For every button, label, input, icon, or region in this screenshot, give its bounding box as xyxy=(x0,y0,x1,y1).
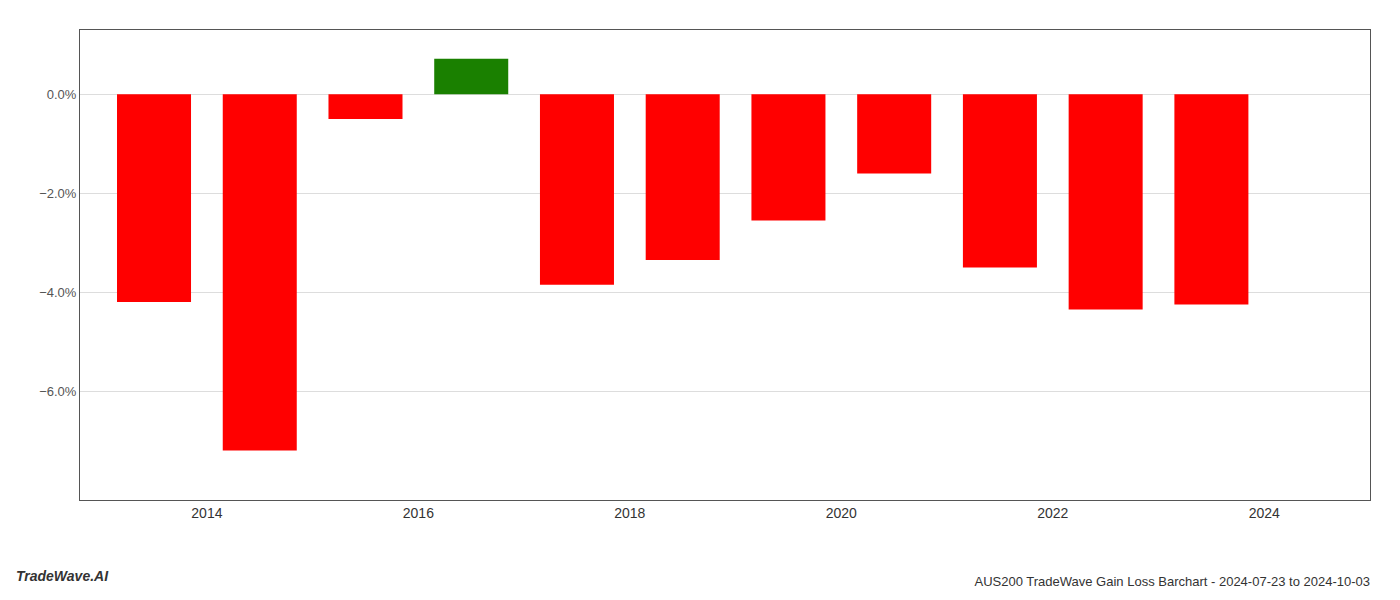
svg-text:0.0%: 0.0% xyxy=(47,87,77,102)
svg-text:AUS200 TradeWave Gain Loss Bar: AUS200 TradeWave Gain Loss Barchart - 20… xyxy=(974,574,1370,589)
svg-text:2020: 2020 xyxy=(826,505,857,521)
svg-text:2016: 2016 xyxy=(403,505,434,521)
svg-text:2024: 2024 xyxy=(1249,505,1280,521)
svg-text:−6.0%: −6.0% xyxy=(39,384,77,399)
svg-text:−2.0%: −2.0% xyxy=(39,186,77,201)
svg-text:2018: 2018 xyxy=(614,505,645,521)
svg-text:2022: 2022 xyxy=(1037,505,1068,521)
svg-text:2014: 2014 xyxy=(191,505,222,521)
svg-text:−4.0%: −4.0% xyxy=(39,285,77,300)
svg-text:TradeWave.AI: TradeWave.AI xyxy=(16,568,109,584)
